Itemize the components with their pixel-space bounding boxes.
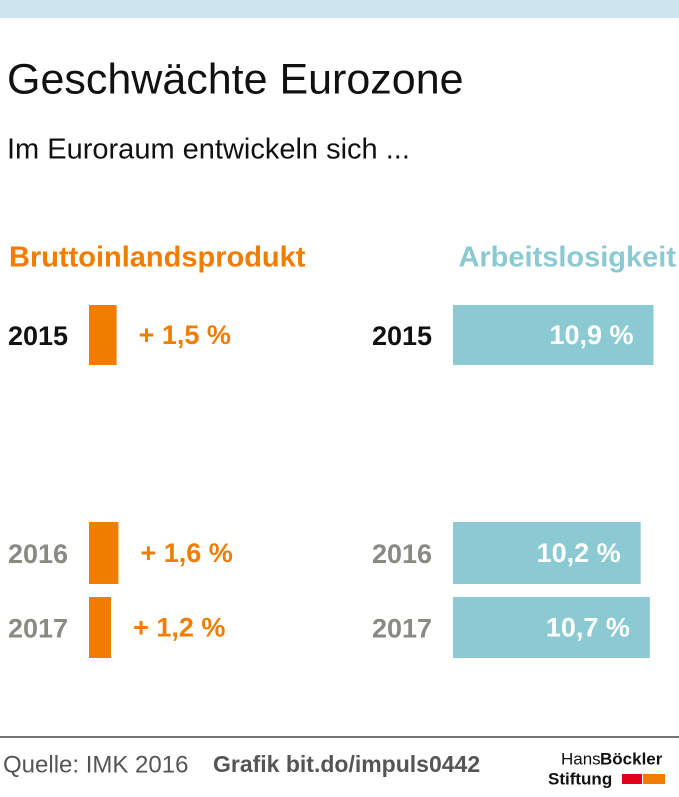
bar (89, 597, 112, 658)
value-label: 10,7 % (546, 613, 630, 643)
bar (453, 597, 650, 658)
chart-title: Bruttoinlandsprodukt (9, 242, 306, 274)
title: Geschwächte Eurozone (7, 55, 464, 103)
logo-text: Stiftung (548, 769, 612, 788)
year-label: 2015 (8, 321, 68, 351)
bar (89, 305, 117, 365)
year-label: 2017 (8, 614, 68, 644)
chart-title: Arbeitslosigkeit (458, 242, 676, 274)
subtitle: Im Euroraum entwickeln sich ... (7, 134, 410, 166)
bar (89, 522, 119, 584)
logo-mark (643, 774, 665, 784)
source: Quelle: IMK 2016 (3, 751, 188, 778)
value-label: + 1,5 % (139, 320, 231, 350)
link: Grafik bit.do/impuls0442 (213, 751, 480, 777)
value-label: 10,2 % (537, 538, 621, 568)
bar (453, 522, 641, 584)
value-label: + 1,6 % (140, 538, 232, 568)
year-label: 2016 (372, 539, 432, 569)
logo-mark (622, 774, 642, 784)
value-label: 10,9 % (549, 320, 633, 350)
top-band (0, 0, 679, 18)
logo-text: Böckler (600, 749, 663, 768)
year-label: 2015 (372, 321, 432, 351)
year-label: 2017 (372, 614, 432, 644)
bar (453, 305, 654, 365)
value-label: + 1,2 % (133, 613, 225, 643)
year-label: 2016 (8, 539, 68, 569)
logo-text: Hans (561, 749, 601, 768)
